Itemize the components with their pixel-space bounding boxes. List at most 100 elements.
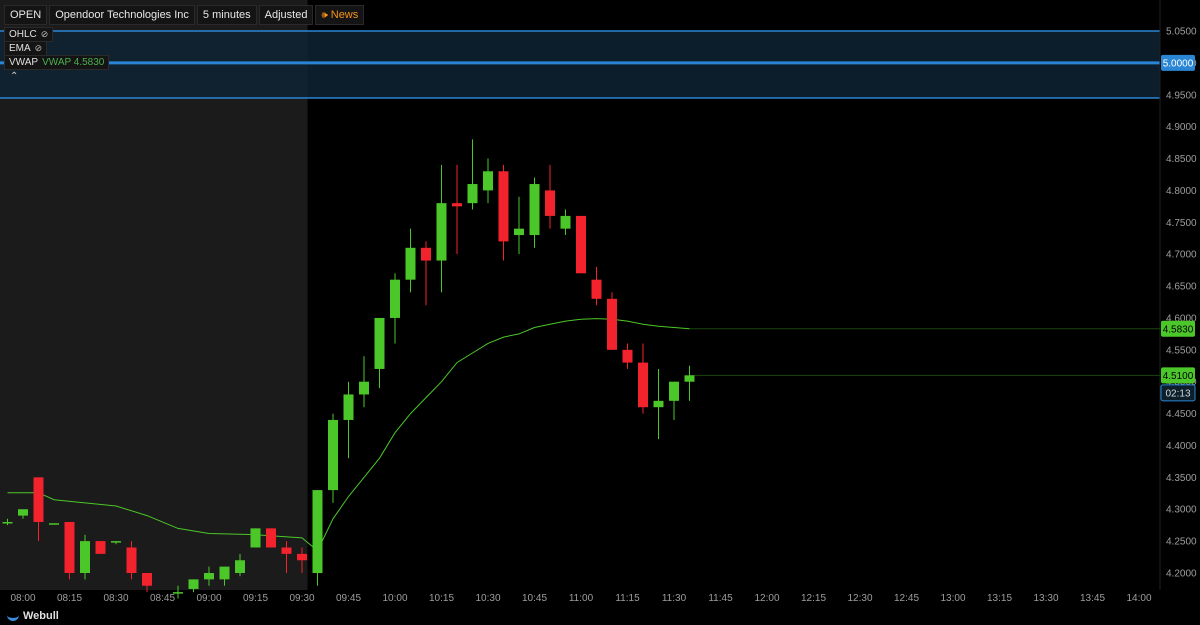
vwap-label-bg: [1161, 320, 1195, 337]
candle-body: [622, 349, 633, 363]
candle-body: [250, 528, 261, 548]
indicator-ohlc-label: OHLC: [9, 28, 37, 40]
adjust-toggle[interactable]: Adjusted: [258, 5, 314, 25]
candle: [2, 518, 13, 526]
x-tick-label: 12:15: [801, 593, 826, 604]
candle-body: [49, 523, 59, 525]
candle: [111, 541, 121, 545]
candle: [142, 573, 152, 593]
candle: [638, 343, 648, 414]
timer-label-bg: [1160, 384, 1196, 402]
candle: [281, 541, 292, 573]
candles: [2, 139, 1160, 599]
company-name: Opendoor Technologies Inc: [49, 5, 195, 25]
x-tick-label: 10:00: [382, 593, 407, 604]
timer-price-label: 02:13: [1160, 384, 1196, 402]
candle: [95, 541, 106, 554]
candle-body: [390, 279, 400, 318]
y-tick-label: 4.8000: [1166, 186, 1197, 197]
candle: [421, 241, 431, 306]
candle: [204, 566, 214, 586]
candle-body: [111, 541, 121, 543]
candle: [188, 579, 199, 593]
vwap-series: [7, 318, 1160, 552]
candle-body: [343, 394, 354, 420]
candle-body: [669, 381, 679, 401]
indicator-ohlc[interactable]: OHLC ⊘: [4, 26, 54, 42]
y-tick-label: 4.9000: [1166, 122, 1197, 133]
indicator-vwap[interactable]: VWAP VWAP 4.5830: [4, 54, 110, 70]
y-tick-label: 4.7500: [1166, 218, 1197, 229]
candle: [80, 534, 90, 580]
candle-body: [529, 184, 540, 236]
y-tick-label: 4.4000: [1166, 441, 1197, 452]
vwap-price-label: 4.5830: [1161, 320, 1195, 337]
brand-name: Webull: [23, 609, 59, 622]
candle-body: [653, 400, 664, 408]
candle-body: [2, 521, 13, 524]
interval-selector[interactable]: 5 minutes: [196, 5, 257, 25]
eye-hidden-icon[interactable]: ⊘: [40, 28, 49, 39]
indicator-ema[interactable]: EMA ⊘: [4, 40, 48, 56]
candle-body: [266, 528, 276, 548]
resistance-zone: [0, 30, 1160, 99]
x-tick-label: 09:30: [289, 593, 314, 604]
news-button[interactable]: 🕪 News: [315, 5, 365, 25]
indicator-legend: OHLC ⊘ EMA ⊘ VWAP VWAP 4.5830 ⌃: [4, 26, 110, 83]
candle: [607, 292, 617, 350]
y-tick-label: 4.6000: [1166, 313, 1197, 324]
chevron-up-icon[interactable]: ⌃: [10, 71, 19, 82]
candle-body: [560, 215, 571, 229]
candle-body: [18, 509, 28, 516]
candle-body: [684, 375, 695, 382]
footer-bar: Webull: [0, 606, 1200, 625]
candle-body: [281, 547, 292, 554]
candle: [250, 528, 261, 548]
candle-body: [142, 573, 152, 586]
indicator-vwap-label: VWAP: [9, 56, 39, 68]
chart-header: OPEN Opendoor Technologies Inc 5 minutes…: [4, 5, 365, 25]
candle: [235, 553, 245, 577]
candle: [219, 566, 230, 586]
webull-logo: Webull: [7, 610, 59, 622]
candle-body: [235, 560, 245, 573]
candle-body: [312, 490, 323, 573]
y-tick-label: 4.9500: [1166, 90, 1197, 101]
x-tick-label: 08:30: [103, 593, 128, 604]
candle-body: [576, 215, 586, 274]
x-tick-label: 10:30: [475, 593, 500, 604]
candle: [436, 164, 447, 293]
candle-body: [204, 573, 214, 580]
candle: [653, 368, 664, 440]
candle: [591, 266, 602, 306]
last-label-text: 4.5100: [1163, 371, 1194, 382]
news-label: News: [330, 9, 359, 21]
x-tick-label: 10:45: [522, 593, 547, 604]
candle: [684, 365, 695, 401]
candle-body: [188, 579, 199, 589]
candle-body: [297, 553, 307, 561]
candle-body: [219, 566, 230, 580]
y-tick-label: 4.3000: [1166, 505, 1197, 516]
candle: [343, 381, 354, 459]
candle: [126, 541, 137, 580]
candle-body: [374, 317, 385, 369]
candle: [173, 585, 183, 599]
zone-mid-price-label: 5.0000: [1161, 54, 1195, 71]
candle-body: [405, 247, 416, 280]
indicator-ema-label: EMA: [9, 42, 31, 54]
candle: [514, 196, 524, 255]
candle: [266, 528, 276, 548]
candle: [33, 477, 44, 542]
x-tick-label: 13:30: [1033, 593, 1058, 604]
candle-body: [514, 228, 524, 236]
x-tick-label: 11:45: [708, 593, 733, 604]
ticker-symbol[interactable]: OPEN: [4, 5, 48, 25]
indicator-vwap-value: VWAP 4.5830: [42, 56, 105, 68]
x-tick-label: 12:00: [754, 593, 779, 604]
x-tick-label: 10:15: [429, 593, 454, 604]
candle-body: [607, 298, 617, 350]
eye-hidden-icon[interactable]: ⊘: [34, 42, 43, 53]
candle: [452, 164, 462, 255]
